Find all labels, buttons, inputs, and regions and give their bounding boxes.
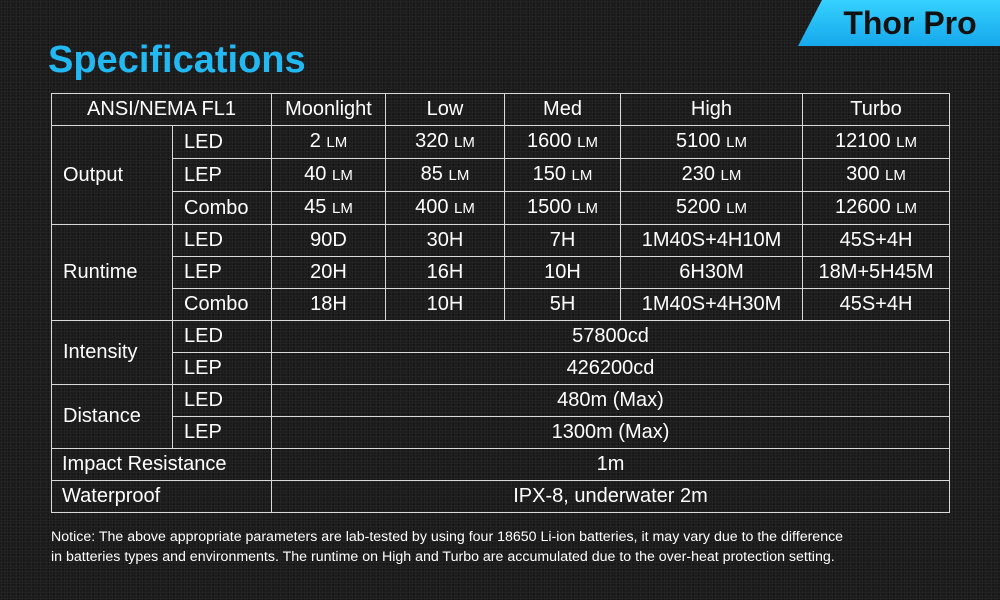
value-cell: 10H: [385, 288, 505, 321]
table-row: Intensity LED 57800cd: [51, 320, 950, 385]
value-cell: 150 LM: [504, 158, 621, 192]
value-cell: 1M40S+4H30M: [620, 288, 803, 321]
value-cell: 45S+4H: [802, 224, 950, 257]
notice-line: in batteries types and environments. The…: [51, 549, 835, 565]
sub-label-cell: LED: [172, 320, 272, 353]
group-label-output: Output: [51, 125, 173, 225]
value-cell: 18M+5H45M: [802, 256, 950, 289]
impact-resistance-label: Impact Resistance: [51, 448, 272, 481]
value-cell: 45S+4H: [802, 288, 950, 321]
sub-label-cell: LEP: [172, 416, 272, 449]
value-cell: 90D: [271, 224, 386, 257]
value-cell: 1600 LM: [504, 125, 621, 159]
value-cell: 85 LM: [385, 158, 505, 192]
header-mode-cell: Turbo: [802, 93, 950, 126]
value-cell: 6H30M: [620, 256, 803, 289]
value-cell: 300 LM: [802, 158, 950, 192]
value-cell: IPX-8, underwater 2m: [271, 480, 950, 513]
group-label-intensity: Intensity: [51, 320, 173, 385]
table-row: Combo 18H 10H 5H 1M40S+4H30M 45S+4H: [52, 288, 950, 321]
sub-label-cell: LEP: [172, 352, 272, 385]
value-cell: 1300m (Max): [271, 416, 950, 449]
page-title: Specifications: [48, 39, 306, 81]
value-cell: 12600 LM: [802, 191, 950, 225]
table-row: Combo 45 LM 400 LM 1500 LM 5200 LM 12600…: [52, 191, 950, 225]
table-row: LEP 426200cd: [52, 352, 950, 385]
table-header-row: ANSI/NEMA FL1 Moonlight Low Med High Tur…: [51, 93, 950, 126]
table-row: Distance LED 480m (Max): [51, 384, 950, 449]
sub-label-cell: LED: [172, 384, 272, 417]
value-cell: 16H: [385, 256, 505, 289]
header-label-cell: ANSI/NEMA FL1: [51, 93, 272, 126]
header-mode-cell: Low: [385, 93, 505, 126]
notice-text: Notice: The above appropriate parameters…: [51, 527, 956, 567]
table-row: LEP 1300m (Max): [52, 416, 950, 449]
value-cell: 18H: [271, 288, 386, 321]
specifications-table: ANSI/NEMA FL1 Moonlight Low Med High Tur…: [51, 93, 950, 513]
table-row: Impact Resistance 1m: [51, 448, 950, 481]
group-label-distance: Distance: [51, 384, 173, 449]
value-cell: 12100 LM: [802, 125, 950, 159]
product-badge-background: [798, 0, 1000, 46]
value-cell: 1M40S+4H10M: [620, 224, 803, 257]
header-mode-cell: Med: [504, 93, 621, 126]
value-cell: 2 LM: [271, 125, 386, 159]
notice-line: Notice: The above appropriate parameters…: [51, 529, 844, 545]
value-cell: 45 LM: [271, 191, 386, 225]
value-cell: 7H: [504, 224, 621, 257]
value-cell: 40 LM: [271, 158, 386, 192]
product-badge: Thor Pro: [843, 5, 977, 41]
table-row: Waterproof IPX-8, underwater 2m: [51, 480, 950, 513]
value-cell: 5H: [504, 288, 621, 321]
sub-label-cell: Combo: [172, 191, 272, 225]
group-label-runtime: Runtime: [51, 224, 173, 321]
table-row: Runtime LED 90D 30H 7H 1M40S+4H10M 45S+4…: [51, 224, 950, 321]
header-mode-cell: Moonlight: [271, 93, 386, 126]
value-cell: 426200cd: [271, 352, 950, 385]
value-cell: 320 LM: [385, 125, 505, 159]
value-cell: 1m: [271, 448, 950, 481]
waterproof-label: Waterproof: [51, 480, 272, 513]
value-cell: 400 LM: [385, 191, 505, 225]
table-row: LEP 40 LM 85 LM 150 LM 230 LM 300 LM: [52, 158, 950, 192]
table-row: LEP 20H 16H 10H 6H30M 18M+5H45M: [52, 256, 950, 289]
value-cell: 20H: [271, 256, 386, 289]
value-cell: 230 LM: [620, 158, 803, 192]
value-cell: 30H: [385, 224, 505, 257]
value-cell: 5100 LM: [620, 125, 803, 159]
value-cell: 5200 LM: [620, 191, 803, 225]
value-cell: 480m (Max): [271, 384, 950, 417]
value-cell: 57800cd: [271, 320, 950, 353]
header-mode-cell: High: [620, 93, 803, 126]
value-cell: 1500 LM: [504, 191, 621, 225]
value-cell: 10H: [504, 256, 621, 289]
sub-label-cell: LEP: [172, 158, 272, 192]
table-row: Output LED 2 LM 320 LM 1600 LM 5100 LM 1…: [51, 125, 950, 225]
sub-label-cell: LED: [172, 125, 272, 159]
sub-label-cell: Combo: [172, 288, 272, 321]
sub-label-cell: LEP: [172, 256, 272, 289]
sub-label-cell: LED: [172, 224, 272, 257]
